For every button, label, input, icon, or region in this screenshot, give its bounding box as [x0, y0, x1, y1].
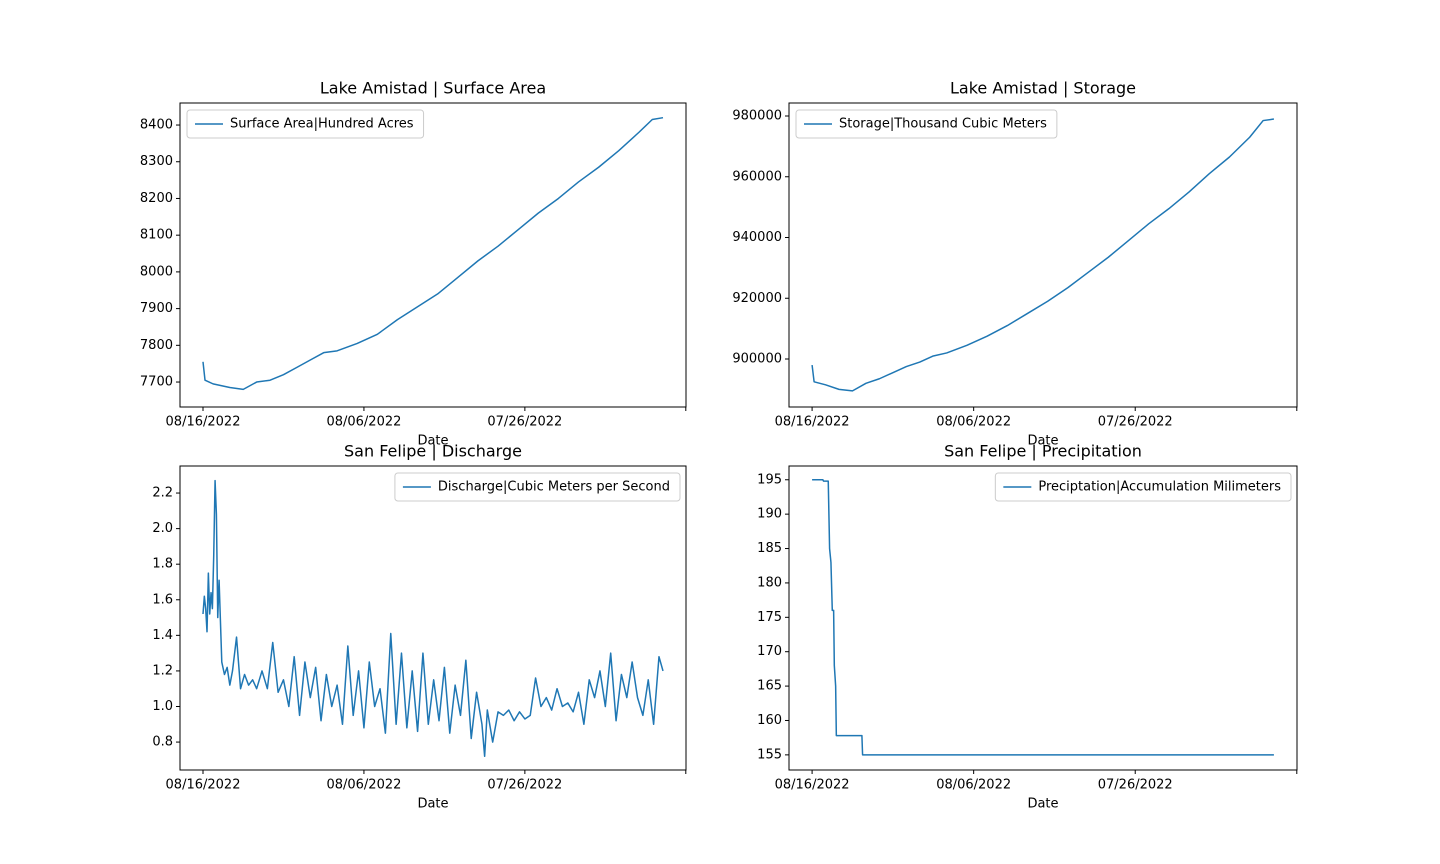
legend: Storage|Thousand Cubic Meters	[795, 109, 1058, 139]
x-tick-label: 07/26/2022	[1098, 415, 1173, 430]
plot-area	[812, 479, 1274, 756]
y-tick-label: 1.8	[152, 557, 173, 572]
y-tick-label: 2.2	[152, 486, 173, 501]
y-tick-label: 7800	[140, 338, 173, 353]
x-tick-label: 07/26/2022	[487, 415, 562, 430]
data-line	[811, 118, 1275, 392]
y-tick-label: 175	[757, 610, 782, 625]
y-tick-label: 8200	[140, 191, 173, 206]
y-tick-label: 170	[757, 644, 782, 659]
y-tick-label: 190	[757, 507, 782, 522]
x-tick-label: 07/26/2022	[1098, 778, 1173, 793]
data-line	[202, 479, 664, 758]
axes-frame	[179, 102, 687, 408]
x-tick-label: 08/06/2022	[326, 415, 401, 430]
y-tick-label: 2.0	[152, 521, 173, 536]
y-tick-label: 0.8	[152, 735, 173, 750]
y-tick-label: 165	[757, 679, 782, 694]
y-tick-label: 8400	[140, 118, 173, 133]
legend-frame	[994, 472, 1292, 502]
subplot-title: San Felipe | Precipitation	[944, 442, 1142, 461]
y-tick-label: 8300	[140, 154, 173, 169]
y-tick-label: 1.0	[152, 699, 173, 714]
plot-area	[202, 479, 664, 758]
subplot-title: Lake Amistad | Surface Area	[320, 79, 546, 98]
legend: Discharge|Cubic Meters per Second	[394, 472, 681, 502]
legend-label: Surface Area|Hundred Acres	[230, 117, 414, 132]
x-tick-label: 08/16/2022	[775, 415, 850, 430]
x-axis-label: Date	[417, 434, 448, 449]
legend: Preciptation|Accumulation Milimeters	[994, 472, 1292, 502]
y-tick-label: 1.6	[152, 592, 173, 607]
legend-frame	[186, 109, 425, 139]
y-tick-label: 900000	[732, 352, 782, 367]
y-tick-label: 185	[757, 541, 782, 556]
y-tick-label: 940000	[732, 230, 782, 245]
data-line	[812, 479, 1274, 756]
y-tick-label: 180	[757, 575, 782, 590]
y-tick-label: 1.2	[152, 663, 173, 678]
x-axis-label: Date	[417, 797, 448, 812]
subplot: San Felipe | Discharge 08/16/2022 08/06/20…	[152, 442, 687, 812]
subplot: San Felipe | Precipitation 08/16/2022 08/0…	[757, 442, 1298, 812]
data-line	[202, 116, 664, 391]
y-tick-label: 195	[757, 472, 782, 487]
y-tick-label: 8000	[140, 264, 173, 279]
legend-frame	[394, 472, 681, 502]
x-axis-label: Date	[1027, 434, 1058, 449]
y-tick-label: 1.4	[152, 628, 173, 643]
subplot-title: San Felipe | Discharge	[344, 442, 522, 461]
plot-area	[202, 116, 664, 391]
y-tick-label: 980000	[732, 109, 782, 124]
axes-frame	[788, 102, 1298, 408]
x-axis-label: Date	[1027, 797, 1058, 812]
x-tick-label: 08/16/2022	[775, 778, 850, 793]
x-tick-label: 08/16/2022	[166, 415, 241, 430]
x-tick-label: 08/06/2022	[936, 778, 1011, 793]
legend-label: Storage|Thousand Cubic Meters	[839, 117, 1047, 132]
legend: Surface Area|Hundred Acres	[186, 109, 425, 139]
subplot-title: Lake Amistad | Storage	[950, 79, 1136, 98]
legend-label: Preciptation|Accumulation Milimeters	[1038, 480, 1281, 495]
legend-label: Discharge|Cubic Meters per Second	[438, 480, 670, 495]
axes-frame	[179, 465, 687, 771]
x-tick-label: 07/26/2022	[487, 778, 562, 793]
subplot: Lake Amistad | Storage 08/16/2022 08/06/20…	[732, 79, 1298, 449]
y-tick-label: 960000	[732, 169, 782, 184]
y-tick-label: 7700	[140, 375, 173, 390]
x-tick-label: 08/06/2022	[326, 778, 401, 793]
y-tick-label: 155	[757, 747, 782, 762]
plot-area	[811, 118, 1275, 392]
x-tick-label: 08/06/2022	[936, 415, 1011, 430]
axes-frame	[788, 465, 1298, 771]
y-tick-label: 7900	[140, 301, 173, 316]
y-tick-label: 920000	[732, 291, 782, 306]
subplot: Lake Amistad | Surface Area 08/16/2022 08/…	[140, 79, 687, 449]
y-tick-label: 8100	[140, 228, 173, 243]
legend-frame	[795, 109, 1058, 139]
x-tick-label: 08/16/2022	[166, 778, 241, 793]
y-tick-label: 160	[757, 713, 782, 728]
